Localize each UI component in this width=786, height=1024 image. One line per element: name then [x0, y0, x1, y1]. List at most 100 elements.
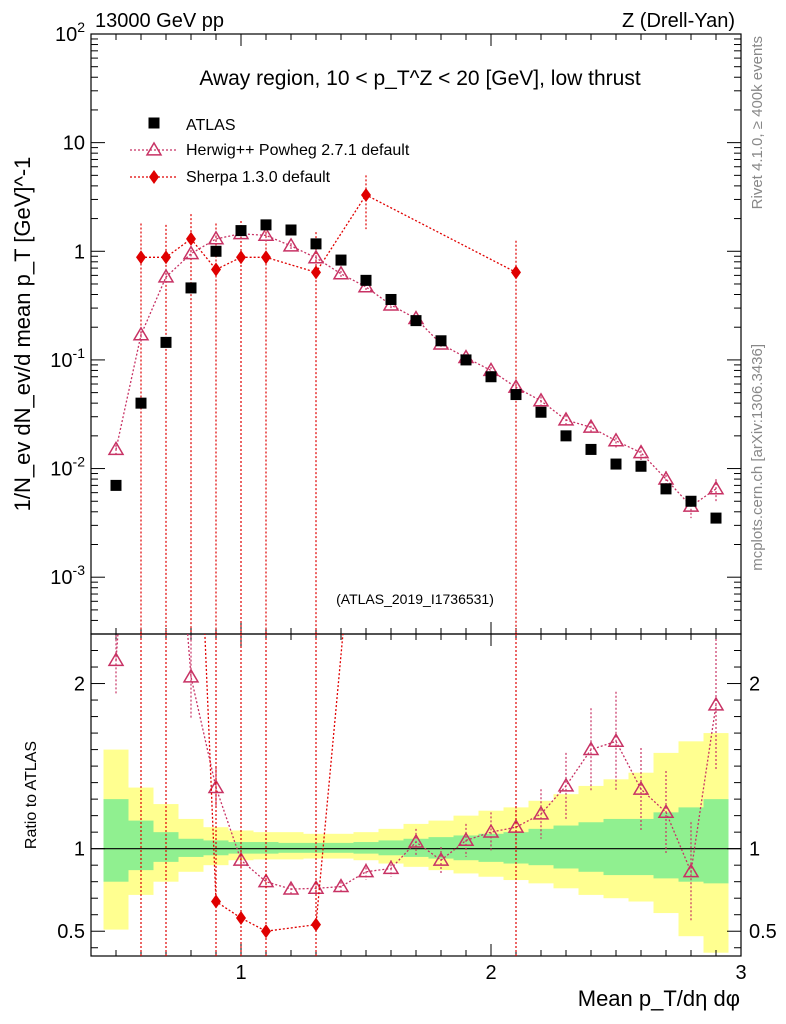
legend-marker-atlas — [148, 117, 160, 129]
legend-marker-herwig — [145, 141, 163, 156]
legend-label-atlas: ATLAS — [186, 117, 236, 134]
ratio-sherpa-line — [204, 634, 344, 932]
atlas-point — [610, 458, 622, 470]
ratio-y-tick-label-left: 1 — [74, 839, 85, 861]
herwig-point — [657, 470, 675, 485]
band-inner-7 — [278, 842, 304, 853]
ratio-herwig-point — [357, 863, 375, 878]
herwig-point — [132, 326, 150, 341]
ratio-y-axis-label: Ratio to ATLAS — [23, 741, 40, 849]
band-inner-21 — [628, 818, 654, 876]
x-tick-label: 2 — [485, 962, 496, 984]
legend: ATLAS Herwig++ Powheg 2.7.1 default Sherpa… — [130, 117, 410, 186]
main-y-axis-label: 1/N_ev dN_ev/d mean p_T [GeV]^-1 — [10, 157, 35, 512]
ratio-herwig-point — [607, 732, 625, 747]
atlas-point — [385, 293, 397, 305]
herwig-point — [157, 268, 175, 283]
herwig-point — [257, 226, 275, 242]
herwig-point — [357, 278, 375, 293]
main-data — [107, 175, 725, 634]
side-text-bottom: mcplots.cern.ch [arXiv:1306.3436] — [749, 344, 766, 571]
sherpa-point — [186, 231, 196, 246]
ratio-herwig-point — [307, 879, 325, 894]
sherpa-point — [136, 250, 146, 265]
herwig-line — [115, 233, 717, 508]
ratio-sherpa-point — [261, 924, 271, 939]
band-inner-15 — [478, 833, 504, 862]
ratio-herwig-point — [207, 779, 225, 794]
ratio-herwig-point — [232, 851, 250, 866]
ratio-herwig-point — [432, 851, 450, 866]
main-y-tick-label: 102 — [55, 19, 85, 46]
band-inner-24 — [703, 799, 729, 884]
ratio-herwig-point — [532, 805, 550, 820]
atlas-point — [585, 443, 597, 455]
x-axis-label: Mean p_T/dη dφ — [578, 986, 740, 1011]
band-inner-22 — [653, 812, 679, 879]
ratio-y-tick-label-left: 0.5 — [57, 921, 85, 943]
herwig-point — [307, 249, 325, 264]
atlas-point — [335, 254, 347, 266]
x-tick-label: 3 — [735, 962, 746, 984]
atlas-point — [460, 354, 472, 366]
ratio-herwig-point — [482, 823, 500, 838]
atlas-point — [135, 397, 147, 409]
header-left: 13000 GeV pp — [95, 10, 224, 32]
ratio-bands — [103, 733, 729, 953]
band-inner-3 — [178, 838, 204, 857]
ratio-herwig-point — [407, 833, 425, 848]
atlas-point — [360, 274, 372, 286]
ratio-herwig-point — [282, 880, 300, 895]
x-tick-label: 1 — [235, 962, 246, 984]
atlas-point — [160, 336, 172, 348]
sherpa-point — [211, 262, 221, 277]
analysis-tag: (ATLAS_2019_I1736531) — [336, 591, 494, 607]
herwig-point — [107, 440, 125, 456]
atlas-point — [660, 483, 672, 495]
ratio-y-tick-label-right: 0.5 — [749, 921, 777, 943]
atlas-point — [535, 406, 547, 418]
main-y-tick-label: 10-3 — [50, 562, 85, 589]
ratio-herwig-point — [682, 863, 700, 878]
main-y-tick-label: 10 — [63, 133, 85, 155]
atlas-point — [110, 479, 122, 491]
ratio-herwig-point — [457, 831, 475, 847]
side-label-mcplots: mcplots.cern.ch [arXiv:1306.3436] — [749, 344, 766, 571]
herwig-point — [182, 245, 200, 260]
herwig-point — [207, 230, 225, 245]
main-y-tick-label: 10-2 — [50, 454, 85, 481]
band-inner-19 — [578, 822, 604, 872]
herwig-point — [582, 418, 600, 433]
band-inner-12 — [403, 838, 429, 857]
band-inner-1 — [128, 820, 154, 871]
ratio-herwig-point — [382, 860, 400, 875]
atlas-point — [560, 430, 572, 442]
legend-marker-sherpa — [149, 170, 159, 184]
plot-title: Away region, 10 < p_T^Z < 20 [GeV], low … — [199, 67, 641, 90]
ratio-herwig-point — [582, 741, 600, 756]
band-inner-10 — [353, 842, 379, 854]
ratio-herwig-point — [159, 346, 173, 358]
ratio-y-tick-label-right: 1 — [749, 839, 760, 861]
legend-label-sherpa: Sherpa 1.3.0 default — [186, 169, 331, 186]
sherpa-point — [261, 250, 271, 265]
atlas-point — [185, 282, 197, 294]
ratio-herwig-point — [507, 818, 525, 833]
legend-label-herwig: Herwig++ Powheg 2.7.1 default — [186, 142, 410, 159]
ratio-sherpa-point — [236, 911, 246, 926]
ratio-data — [107, 346, 725, 956]
herwig-point — [607, 432, 625, 447]
ratio-herwig-point — [332, 878, 350, 893]
sherpa-point — [361, 187, 371, 202]
atlas-point — [285, 224, 297, 236]
band-inner-9 — [328, 842, 354, 853]
main-y-tick-label: 1 — [74, 241, 85, 263]
ratio-herwig-point — [107, 651, 125, 667]
atlas-point — [485, 371, 497, 383]
band-inner-0 — [103, 799, 129, 882]
ratio-herwig-point — [182, 668, 200, 683]
sherpa-point — [161, 250, 171, 265]
main-panel: 10-3 10-2 10-1 1 10 102 1/N_ev dN_ev/d mean p_… — [10, 19, 742, 635]
sherpa-point — [311, 265, 321, 280]
atlas-point — [210, 245, 222, 257]
